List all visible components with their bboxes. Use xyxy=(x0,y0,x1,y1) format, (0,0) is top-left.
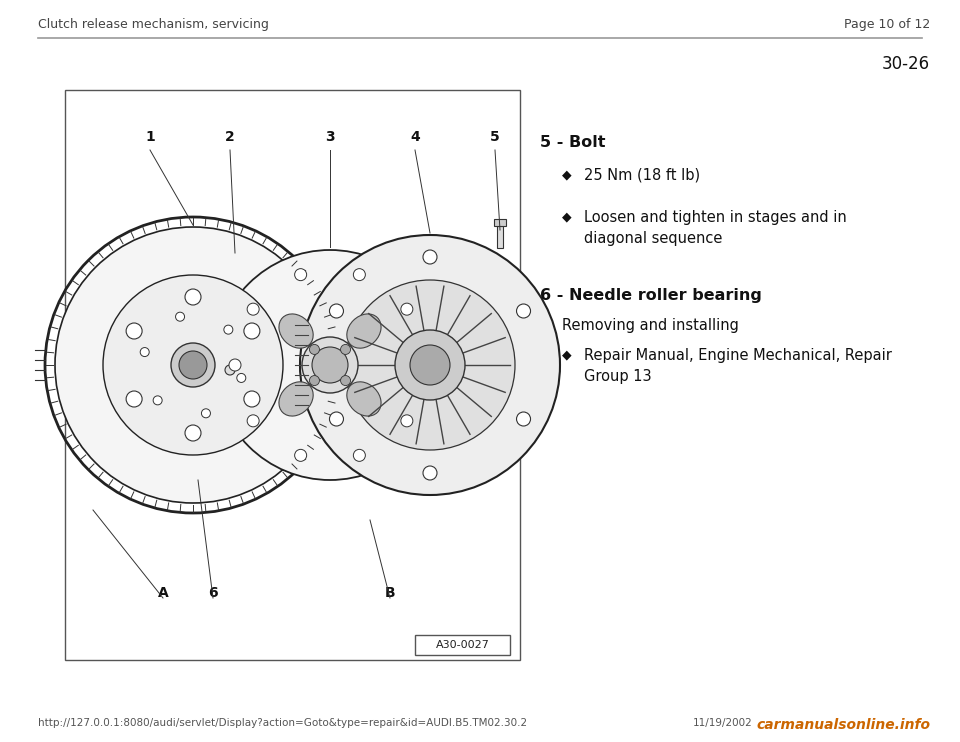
Text: 5 - Bolt: 5 - Bolt xyxy=(540,135,606,150)
Circle shape xyxy=(55,227,331,503)
Circle shape xyxy=(185,289,201,305)
Text: 6: 6 xyxy=(208,586,218,600)
Text: ◆: ◆ xyxy=(562,210,571,223)
Circle shape xyxy=(126,391,142,407)
Circle shape xyxy=(295,450,306,462)
Text: Removing and installing: Removing and installing xyxy=(562,318,739,333)
Circle shape xyxy=(302,337,358,393)
Text: 3: 3 xyxy=(325,130,335,144)
Circle shape xyxy=(309,344,320,355)
Bar xyxy=(494,219,506,226)
Circle shape xyxy=(423,466,437,480)
Text: carmanualsonline.info: carmanualsonline.info xyxy=(756,718,930,732)
Text: ◆: ◆ xyxy=(562,348,571,361)
Bar xyxy=(497,226,503,248)
Text: A: A xyxy=(157,586,168,600)
Text: Page 10 of 12: Page 10 of 12 xyxy=(844,18,930,31)
Circle shape xyxy=(244,323,260,339)
Ellipse shape xyxy=(347,314,381,348)
Circle shape xyxy=(309,375,320,386)
Text: 4: 4 xyxy=(410,130,420,144)
Text: 11/19/2002: 11/19/2002 xyxy=(693,718,753,728)
Circle shape xyxy=(185,425,201,441)
Circle shape xyxy=(103,275,283,455)
Circle shape xyxy=(237,373,246,382)
Circle shape xyxy=(224,325,233,334)
Circle shape xyxy=(154,395,162,405)
Circle shape xyxy=(401,415,413,427)
Circle shape xyxy=(345,280,515,450)
Circle shape xyxy=(341,375,350,386)
Circle shape xyxy=(244,391,260,407)
Circle shape xyxy=(401,303,413,315)
Circle shape xyxy=(176,312,184,321)
Circle shape xyxy=(202,409,210,418)
Circle shape xyxy=(410,345,450,385)
Circle shape xyxy=(125,255,345,475)
Circle shape xyxy=(312,347,348,383)
Circle shape xyxy=(516,304,531,318)
Circle shape xyxy=(225,365,235,375)
Text: 5: 5 xyxy=(491,130,500,144)
Text: 30-26: 30-26 xyxy=(882,55,930,73)
Text: Loosen and tighten in stages and in
diagonal sequence: Loosen and tighten in stages and in diag… xyxy=(584,210,847,246)
Circle shape xyxy=(179,351,207,379)
Circle shape xyxy=(140,347,149,357)
Circle shape xyxy=(126,323,142,339)
Circle shape xyxy=(353,269,366,280)
Text: 25 Nm (18 ft lb): 25 Nm (18 ft lb) xyxy=(584,168,700,183)
Bar xyxy=(415,635,510,655)
Circle shape xyxy=(341,344,350,355)
Text: A30-0027: A30-0027 xyxy=(436,640,490,650)
Text: ◆: ◆ xyxy=(562,168,571,181)
Ellipse shape xyxy=(347,382,381,416)
Circle shape xyxy=(229,359,241,371)
Circle shape xyxy=(295,269,306,280)
Circle shape xyxy=(300,235,560,495)
Text: Repair Manual, Engine Mechanical, Repair
Group 13: Repair Manual, Engine Mechanical, Repair… xyxy=(584,348,892,384)
Circle shape xyxy=(171,343,215,387)
Circle shape xyxy=(215,250,445,480)
Text: http://127.0.0.1:8080/audi/servlet/Display?action=Goto&type=repair&id=AUDI.B5.TM: http://127.0.0.1:8080/audi/servlet/Displ… xyxy=(38,718,527,728)
Ellipse shape xyxy=(279,314,313,348)
Text: 1: 1 xyxy=(145,130,155,144)
Ellipse shape xyxy=(279,382,313,416)
Circle shape xyxy=(329,304,344,318)
Circle shape xyxy=(353,450,366,462)
Circle shape xyxy=(395,330,465,400)
Text: 2: 2 xyxy=(226,130,235,144)
Text: Clutch release mechanism, servicing: Clutch release mechanism, servicing xyxy=(38,18,269,31)
Circle shape xyxy=(247,415,259,427)
Circle shape xyxy=(423,250,437,264)
Circle shape xyxy=(516,412,531,426)
Text: B: B xyxy=(385,586,396,600)
Circle shape xyxy=(419,359,431,371)
Circle shape xyxy=(329,412,344,426)
Circle shape xyxy=(247,303,259,315)
Text: 6 - Needle roller bearing: 6 - Needle roller bearing xyxy=(540,288,762,303)
